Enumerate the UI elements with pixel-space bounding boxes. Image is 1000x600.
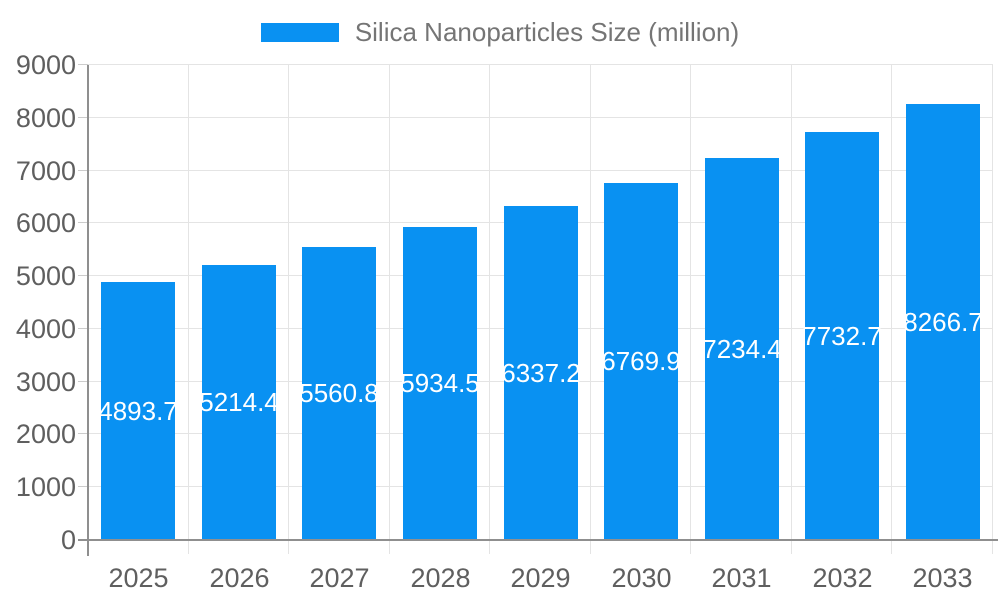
x-axis-line: [78, 539, 998, 541]
y-gridline: [88, 64, 993, 65]
x-tick-label: 2026: [209, 563, 270, 593]
bar: [604, 183, 678, 540]
y-tick-label: 0: [60, 525, 76, 555]
x-gridline: [188, 65, 189, 554]
bar: [403, 227, 477, 540]
bar-value-label: 7732.7: [802, 321, 882, 351]
y-axis-tick: [78, 64, 88, 65]
x-tick-label: 2028: [410, 563, 471, 593]
y-axis-tick: [78, 117, 88, 118]
bar: [202, 265, 276, 540]
bar-value-label: 6337.2: [501, 358, 581, 388]
bar: [302, 247, 376, 540]
y-axis-tick: [78, 486, 88, 487]
bar-value-label: 4893.7: [98, 396, 178, 426]
y-axis-tick: [78, 328, 88, 329]
x-tick-label: 2031: [711, 563, 772, 593]
y-tick-label: 3000: [15, 367, 76, 397]
x-gridline: [992, 65, 993, 554]
x-tick-label: 2033: [912, 563, 973, 593]
x-gridline: [489, 65, 490, 554]
y-gridline: [88, 117, 993, 118]
bar-value-label: 7234.4: [702, 334, 782, 364]
bar: [705, 158, 779, 540]
y-tick-label: 5000: [15, 261, 76, 291]
bar: [101, 282, 175, 540]
y-tick-label: 7000: [15, 156, 76, 186]
legend-swatch: [260, 23, 339, 42]
plot-area: 0 1000 2000 3000 4000 5000 6000 7000 8000 9000 489…: [16, 50, 998, 593]
bar: [906, 104, 980, 540]
x-gridline: [389, 65, 390, 554]
y-axis-line: [87, 65, 89, 556]
y-tick-label: 6000: [15, 208, 76, 238]
y-tick-label: 1000: [15, 472, 76, 502]
x-gridline: [288, 65, 289, 554]
y-tick-label: 4000: [15, 314, 76, 344]
y-axis-tick: [78, 275, 88, 276]
bar: [805, 132, 879, 540]
y-axis-tick: [78, 381, 88, 382]
y-gridline: [88, 170, 993, 171]
bar-value-label: 8266.7: [903, 307, 983, 337]
x-tick-label: 2029: [510, 563, 571, 593]
x-gridline: [590, 65, 591, 554]
bar-value-label: 5214.4: [199, 387, 279, 417]
y-tick-label: 8000: [15, 103, 76, 133]
y-tick-label: 2000: [15, 419, 76, 449]
y-axis-tick: [78, 170, 88, 171]
legend: Silica Nanoparticles Size (million): [0, 17, 1000, 48]
x-gridline: [690, 65, 691, 554]
bar: [504, 206, 578, 540]
legend-series-label: Silica Nanoparticles Size (million): [354, 17, 740, 47]
x-gridline: [891, 65, 892, 554]
x-tick-label: 2032: [812, 563, 873, 593]
x-tick-label: 2030: [611, 563, 672, 593]
y-axis-tick: [78, 222, 88, 223]
bar-value-label: 6769.9: [601, 346, 681, 376]
bar-value-label: 5560.8: [299, 378, 379, 408]
y-axis-tick: [78, 433, 88, 434]
x-gridline: [791, 65, 792, 554]
x-tick-label: 2025: [108, 563, 169, 593]
x-tick-label: 2027: [309, 563, 370, 593]
y-tick-label: 9000: [15, 50, 76, 80]
bar-value-label: 5934.5: [400, 368, 480, 398]
